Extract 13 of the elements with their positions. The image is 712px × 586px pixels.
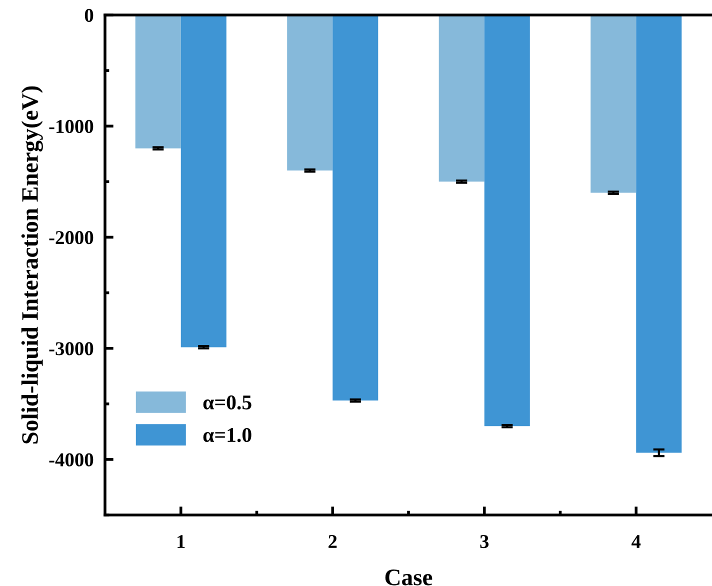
legend-label: α=1.0 xyxy=(203,428,252,442)
y-tick-label: 0 xyxy=(84,8,94,22)
x-axis-title: Case xyxy=(385,569,432,586)
y-tick-label: -1000 xyxy=(49,120,94,134)
x-tick-label: 4 xyxy=(632,535,641,548)
x-tick-label: 1 xyxy=(178,535,185,548)
x-tick-label: 2 xyxy=(328,535,337,548)
legend-label: α=0.5 xyxy=(203,395,252,410)
y-axis-title: Solid-liquid Interaction Energy(eV) xyxy=(21,86,43,444)
x-tick-label: 3 xyxy=(480,535,489,548)
y-tick-label: -4000 xyxy=(49,453,94,466)
y-tick-label: -2000 xyxy=(49,231,94,244)
y-tick-label: -3000 xyxy=(49,342,94,356)
